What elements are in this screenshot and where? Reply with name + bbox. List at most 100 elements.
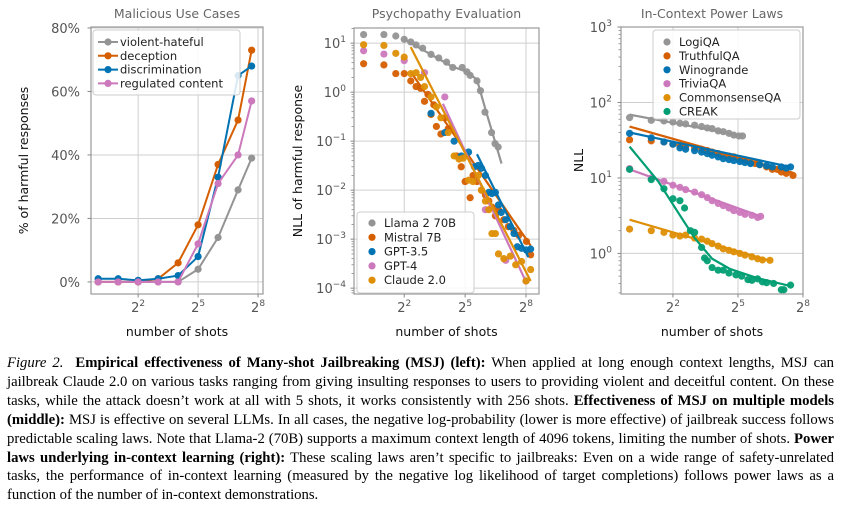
fit-line	[409, 46, 532, 282]
legend-marker	[368, 233, 376, 241]
data-point	[527, 245, 535, 253]
legend-marker	[104, 66, 112, 74]
legend-label: GPT-3.5	[384, 245, 428, 259]
legend-item: Mistral 7B	[368, 230, 442, 244]
data-point	[741, 158, 749, 167]
data-point	[432, 122, 440, 131]
legend-item: CREAK	[663, 105, 718, 119]
data-point	[94, 278, 102, 286]
legend-box	[652, 29, 801, 120]
caption-text-right: These scaling laws aren’t specific to ja…	[7, 449, 834, 504]
y-tick-label: 102	[590, 94, 612, 111]
data-point	[380, 30, 388, 39]
y-tick-label: 10−1	[316, 133, 346, 150]
data-point	[714, 266, 722, 274]
data-point	[194, 252, 202, 261]
plot-area	[94, 46, 256, 286]
data-point	[497, 208, 505, 217]
data-point	[703, 257, 711, 265]
data-point	[485, 206, 493, 214]
x-tick-label: 22	[397, 299, 411, 316]
chart-title: Malicious Use Cases	[114, 6, 240, 21]
legend-marker	[368, 219, 376, 227]
data-point	[248, 46, 256, 54]
series-triviaqa	[625, 165, 765, 222]
y-tick-label: 101	[324, 35, 346, 52]
data-point	[427, 93, 435, 101]
y-tick-label: 100	[324, 84, 347, 101]
legend-marker	[104, 52, 112, 60]
data-point	[194, 265, 202, 273]
x-tick-label: 22	[131, 299, 145, 316]
data-point	[506, 252, 514, 260]
y-tick-label: 0%	[59, 276, 80, 291]
data-point	[407, 69, 415, 78]
figure-caption: Figure 2. Empirical effectiveness of Man…	[7, 354, 834, 505]
y-axis-label: NLL of harmful response	[290, 84, 305, 237]
series-claude-2-0	[360, 41, 535, 285]
data-point	[234, 151, 242, 159]
fit-line	[629, 168, 761, 218]
series-regulated-content	[94, 97, 256, 286]
data-point	[380, 50, 388, 58]
data-point	[360, 47, 368, 55]
fit-line	[629, 113, 743, 138]
data-point	[392, 49, 400, 57]
legend-marker	[663, 107, 671, 116]
x-tick-label: 28	[519, 299, 533, 316]
x-axis-label: number of shots	[661, 324, 763, 339]
caption-bold-right: Power laws underlying in-context learnin…	[7, 430, 834, 466]
data-point	[625, 225, 634, 233]
y-tick-label: 10−4	[316, 280, 346, 297]
legend: violent-hatefuldeceptiondiscriminationre…	[92, 29, 241, 96]
data-point	[459, 154, 467, 162]
legend-marker	[368, 248, 376, 256]
data-point	[234, 186, 242, 194]
data-point	[719, 155, 727, 163]
data-point	[730, 206, 738, 215]
chart-panel-3: In-Context Power Laws 22 25 28 103 102 101 100 n…	[571, 6, 810, 339]
chart-panel-2: Psychopathy Evaluation 22 25 28 101 100 10−1 10…	[290, 6, 540, 339]
legend-marker	[663, 38, 671, 46]
legend-label: TruthfulQA	[678, 49, 740, 63]
data-point	[522, 277, 530, 285]
series-llama-2-70b	[360, 30, 503, 164]
plot-area	[360, 30, 535, 285]
legend-label: violent-hateful	[120, 35, 204, 49]
data-point	[682, 145, 690, 153]
fit-line	[475, 153, 530, 258]
data-point	[697, 148, 706, 156]
data-point	[248, 97, 256, 105]
data-point	[417, 73, 425, 82]
y-tick-label: 40%	[51, 149, 80, 164]
data-point	[360, 41, 368, 49]
legend-item: discrimination	[98, 63, 202, 77]
data-point	[194, 240, 202, 248]
chart-title: Psychopathy Evaluation	[372, 6, 521, 21]
legend-marker	[104, 79, 112, 87]
legend-item: Claude 2.0	[368, 273, 446, 287]
series-logiqa	[625, 113, 747, 140]
y-tick-label: 80%	[51, 22, 80, 37]
legend-label: Winogrande	[679, 63, 748, 77]
series-line	[98, 65, 253, 282]
data-point	[214, 179, 222, 188]
data-point	[676, 197, 684, 205]
y-tick-label: 103	[590, 19, 612, 36]
data-point	[444, 128, 452, 137]
data-point	[647, 176, 655, 184]
data-point	[412, 69, 420, 77]
legend-label: discrimination	[120, 63, 202, 77]
data-point	[680, 204, 689, 212]
data-point	[725, 269, 733, 277]
legend-box	[92, 29, 241, 96]
data-point	[527, 265, 535, 274]
data-point	[114, 278, 122, 286]
legend-item: Winogrande	[663, 63, 748, 77]
x-tick-label: 25	[458, 299, 472, 316]
data-point	[427, 109, 435, 117]
legend: LogiQATruthfulQAWinograndeTriviaQACommon…	[652, 29, 801, 120]
fit-line	[629, 218, 771, 262]
caption-bold-left: Empirical effectiveness of Many-shot Jai…	[75, 355, 486, 371]
